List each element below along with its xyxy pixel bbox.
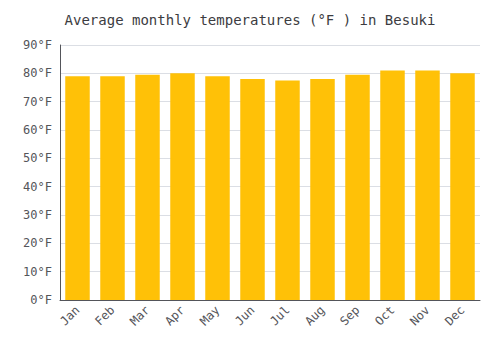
svg-text:90°F: 90°F [23, 38, 52, 52]
svg-text:40°F: 40°F [23, 180, 52, 194]
svg-text:0°F: 0°F [30, 293, 52, 307]
svg-text:Mar: Mar [127, 303, 152, 328]
svg-text:60°F: 60°F [23, 123, 52, 137]
svg-text:Aug: Aug [302, 303, 327, 328]
svg-text:Jan: Jan [57, 303, 82, 328]
svg-text:Jul: Jul [267, 303, 292, 328]
svg-text:Nov: Nov [407, 303, 432, 328]
svg-text:Oct: Oct [372, 303, 397, 328]
svg-text:May: May [197, 303, 222, 328]
svg-text:Feb: Feb [92, 303, 117, 328]
svg-text:50°F: 50°F [23, 151, 52, 165]
svg-text:Jun: Jun [232, 303, 257, 328]
svg-text:Sep: Sep [337, 303, 362, 328]
svg-text:Average monthly temperatures (: Average monthly temperatures (°F ) in Be… [65, 12, 436, 28]
svg-text:Dec: Dec [442, 303, 467, 328]
svg-text:70°F: 70°F [23, 95, 52, 109]
svg-text:10°F: 10°F [23, 265, 52, 279]
svg-text:80°F: 80°F [23, 66, 52, 80]
svg-text:30°F: 30°F [23, 208, 52, 222]
svg-text:20°F: 20°F [23, 236, 52, 250]
svg-text:Apr: Apr [162, 303, 187, 328]
